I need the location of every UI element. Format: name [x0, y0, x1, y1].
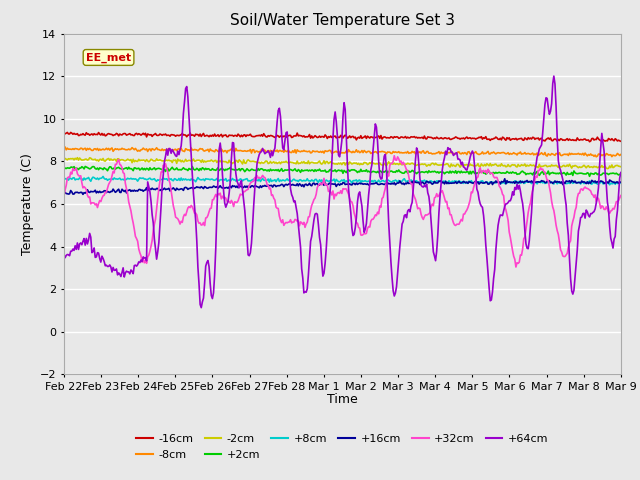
-2cm	[606, 163, 614, 169]
+16cm	[617, 180, 625, 185]
+8cm	[362, 179, 370, 184]
+8cm	[605, 180, 612, 186]
-2cm	[74, 155, 81, 161]
+2cm	[329, 168, 337, 174]
+16cm	[362, 181, 370, 187]
-2cm	[617, 164, 625, 169]
+32cm	[324, 189, 332, 194]
+8cm	[326, 178, 333, 184]
+8cm	[606, 182, 614, 188]
+8cm	[617, 180, 625, 186]
+2cm	[586, 173, 593, 179]
+16cm	[393, 180, 401, 186]
+16cm	[79, 192, 87, 197]
-8cm	[61, 144, 69, 150]
+16cm	[329, 181, 337, 187]
+64cm	[326, 194, 333, 200]
-8cm	[393, 150, 401, 156]
+32cm	[60, 193, 68, 199]
-2cm	[326, 160, 333, 166]
+32cm	[390, 153, 398, 158]
Line: -8cm: -8cm	[64, 147, 621, 157]
+16cm	[501, 176, 509, 181]
-16cm	[326, 134, 333, 140]
Y-axis label: Temperature (C): Temperature (C)	[21, 153, 35, 255]
-2cm	[362, 160, 370, 166]
Legend: -16cm, -8cm, -2cm, +2cm, +8cm, +16cm, +32cm, +64cm: -16cm, -8cm, -2cm, +2cm, +8cm, +16cm, +3…	[132, 430, 553, 464]
+32cm	[606, 210, 614, 216]
+8cm	[99, 174, 107, 180]
Line: -2cm: -2cm	[64, 158, 621, 168]
+32cm	[512, 264, 520, 270]
+64cm	[606, 224, 614, 229]
+2cm	[617, 172, 625, 178]
-16cm	[586, 139, 593, 144]
Line: +8cm: +8cm	[64, 177, 621, 185]
+16cm	[60, 190, 68, 196]
-8cm	[60, 145, 68, 151]
+2cm	[81, 164, 89, 169]
-16cm	[362, 135, 370, 141]
-8cm	[593, 154, 600, 160]
-8cm	[617, 152, 625, 157]
+2cm	[393, 168, 401, 174]
+2cm	[60, 164, 68, 170]
+64cm	[362, 221, 370, 227]
-16cm	[606, 136, 614, 142]
-2cm	[393, 161, 401, 167]
+2cm	[362, 167, 370, 173]
+64cm	[518, 195, 525, 201]
+8cm	[329, 178, 337, 183]
X-axis label: Time: Time	[327, 394, 358, 407]
+32cm	[393, 157, 401, 163]
Line: -16cm: -16cm	[64, 132, 621, 142]
Line: +64cm: +64cm	[64, 76, 621, 308]
+8cm	[60, 176, 68, 182]
Line: +2cm: +2cm	[64, 167, 621, 176]
+64cm	[329, 136, 337, 142]
+16cm	[606, 177, 614, 183]
-8cm	[606, 152, 614, 158]
Title: Soil/Water Temperature Set 3: Soil/Water Temperature Set 3	[230, 13, 455, 28]
+2cm	[326, 167, 333, 173]
-2cm	[60, 155, 68, 161]
-8cm	[326, 147, 333, 153]
+8cm	[518, 179, 525, 185]
-16cm	[518, 135, 525, 141]
-16cm	[329, 134, 337, 140]
-2cm	[329, 160, 337, 166]
Text: EE_met: EE_met	[86, 52, 131, 62]
+8cm	[393, 178, 401, 184]
+32cm	[362, 231, 369, 237]
-16cm	[617, 138, 625, 144]
+64cm	[197, 305, 205, 311]
Line: +32cm: +32cm	[64, 156, 621, 267]
+2cm	[606, 171, 614, 177]
-16cm	[67, 130, 74, 135]
-2cm	[604, 166, 611, 171]
+64cm	[617, 169, 625, 175]
+64cm	[393, 284, 401, 289]
-8cm	[329, 150, 337, 156]
+32cm	[519, 246, 527, 252]
+16cm	[326, 180, 333, 186]
-8cm	[362, 150, 370, 156]
+32cm	[328, 192, 335, 198]
-8cm	[518, 151, 525, 157]
+64cm	[550, 73, 557, 79]
+64cm	[60, 252, 68, 258]
Line: +16cm: +16cm	[64, 179, 621, 194]
+16cm	[519, 179, 527, 185]
-16cm	[60, 131, 68, 136]
-16cm	[393, 134, 401, 140]
+2cm	[518, 168, 525, 174]
+32cm	[617, 192, 625, 198]
-2cm	[518, 162, 525, 168]
